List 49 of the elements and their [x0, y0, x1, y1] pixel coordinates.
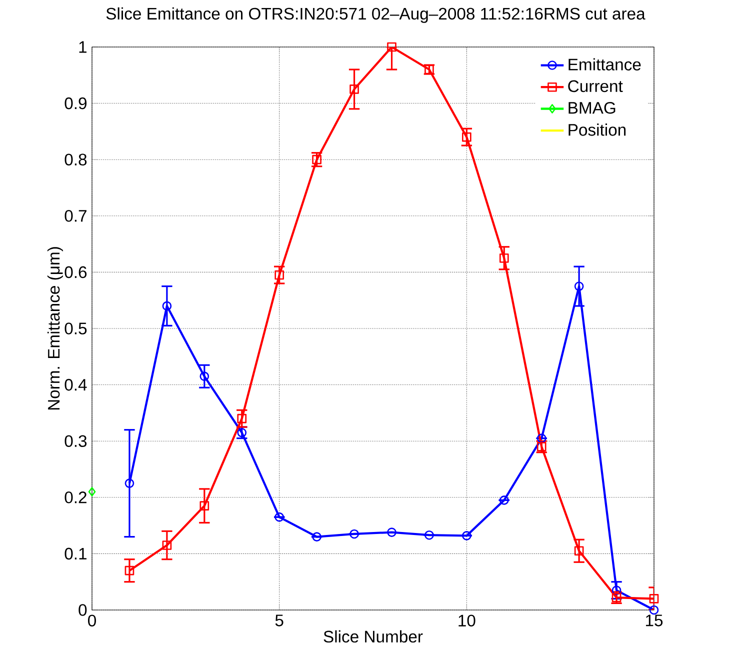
- y-tick-label: 0.7: [64, 210, 86, 222]
- point: [462, 531, 472, 540]
- y-tick-label: 0.2: [64, 492, 86, 504]
- y-tick-label: 0.4: [64, 378, 87, 391]
- point: [162, 540, 172, 550]
- point: [274, 270, 284, 280]
- point: [237, 414, 247, 424]
- point: [462, 132, 472, 142]
- point: [162, 301, 172, 311]
- point: [499, 496, 509, 505]
- point: [350, 84, 359, 94]
- y-tick-label: 1: [79, 41, 86, 53]
- point: [124, 478, 134, 488]
- legend-label: Current: [568, 80, 623, 92]
- y-tick-label: 0.1: [64, 548, 86, 560]
- point: [200, 501, 210, 510]
- point: [424, 530, 434, 540]
- point: [312, 532, 322, 542]
- point: [499, 253, 509, 263]
- legend-label: BMAG: [568, 102, 616, 114]
- point: [387, 528, 396, 537]
- point: [200, 372, 210, 382]
- point: [88, 487, 96, 496]
- point: [574, 546, 584, 556]
- x-tick-label: 10: [458, 614, 476, 626]
- point: [649, 594, 659, 604]
- point: [574, 282, 584, 291]
- y-tick-label: 0.6: [64, 266, 87, 278]
- y-tick-label: 0: [78, 604, 87, 616]
- point: [274, 512, 284, 522]
- legend-label: Emittance: [568, 58, 641, 70]
- x-axis-title: Slice Number: [324, 630, 423, 643]
- point: [124, 566, 134, 576]
- y-tick-label: 0.8: [64, 154, 87, 166]
- y-axis-title: Norm. Emittance (μm): [47, 247, 63, 410]
- point: [612, 586, 622, 595]
- point: [387, 42, 396, 52]
- point: [312, 154, 322, 164]
- y-tick-label: 0.9: [64, 97, 87, 110]
- point: [350, 529, 359, 539]
- chart-title: Slice Emittance on OTRS:IN20:571 02–Aug–2008 11:52:16RMS cut area: [106, 7, 646, 23]
- legend-label: Position: [568, 124, 626, 136]
- y-tick-label: 0.3: [64, 435, 87, 447]
- x-tick-label: 0: [88, 614, 96, 626]
- point: [649, 605, 659, 615]
- point: [536, 434, 546, 443]
- x-tick-label: 15: [646, 614, 663, 626]
- x-tick-label: 5: [275, 614, 284, 626]
- y-tick-label: 0.5: [64, 322, 87, 334]
